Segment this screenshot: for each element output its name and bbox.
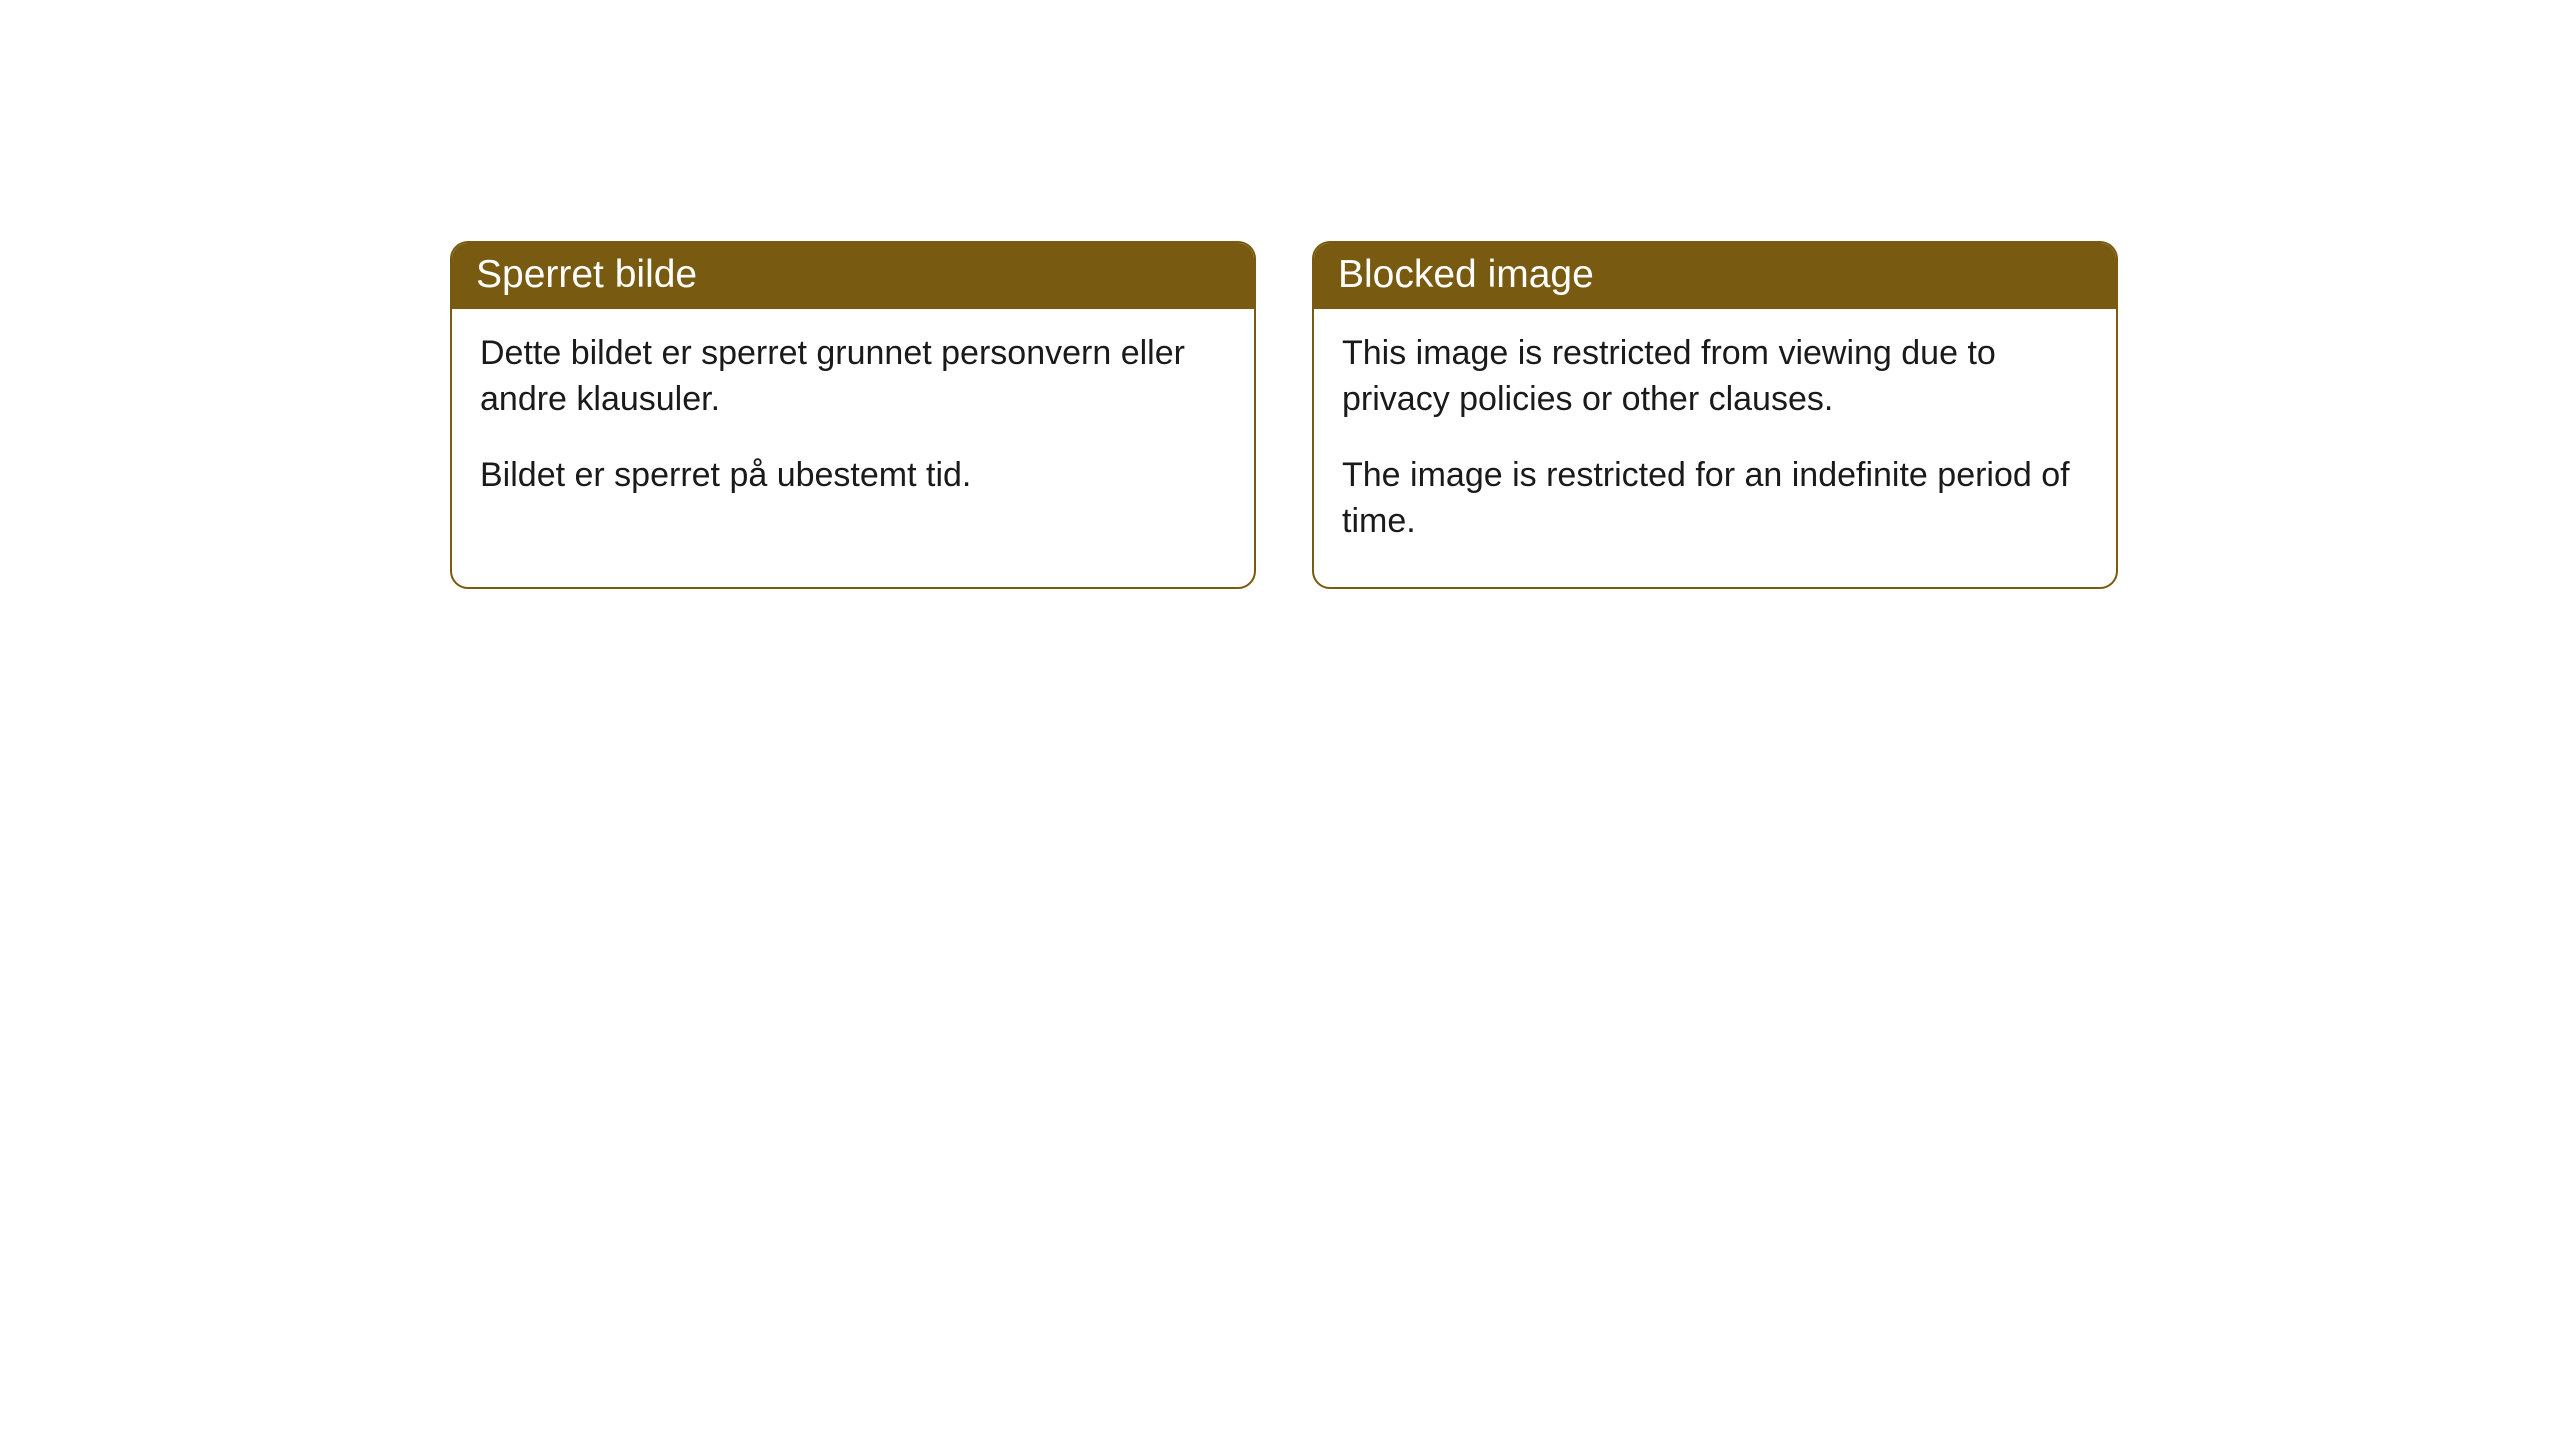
card-para2-no: Bildet er sperret på ubestemt tid. [480, 453, 1226, 499]
notice-cards-container: Sperret bilde Dette bildet er sperret gr… [450, 241, 2118, 589]
card-title-en: Blocked image [1338, 253, 1594, 296]
blocked-image-card-no: Sperret bilde Dette bildet er sperret gr… [450, 241, 1256, 589]
card-para1-en: This image is restricted from viewing du… [1342, 331, 2088, 423]
card-body-en: This image is restricted from viewing du… [1314, 309, 2116, 587]
card-para2-en: The image is restricted for an indefinit… [1342, 453, 2088, 545]
card-para1-no: Dette bildet er sperret grunnet personve… [480, 331, 1226, 423]
card-body-no: Dette bildet er sperret grunnet personve… [452, 309, 1254, 541]
blocked-image-card-en: Blocked image This image is restricted f… [1312, 241, 2118, 589]
card-header-no: Sperret bilde [452, 243, 1254, 309]
card-title-no: Sperret bilde [476, 253, 697, 296]
card-header-en: Blocked image [1314, 243, 2116, 309]
